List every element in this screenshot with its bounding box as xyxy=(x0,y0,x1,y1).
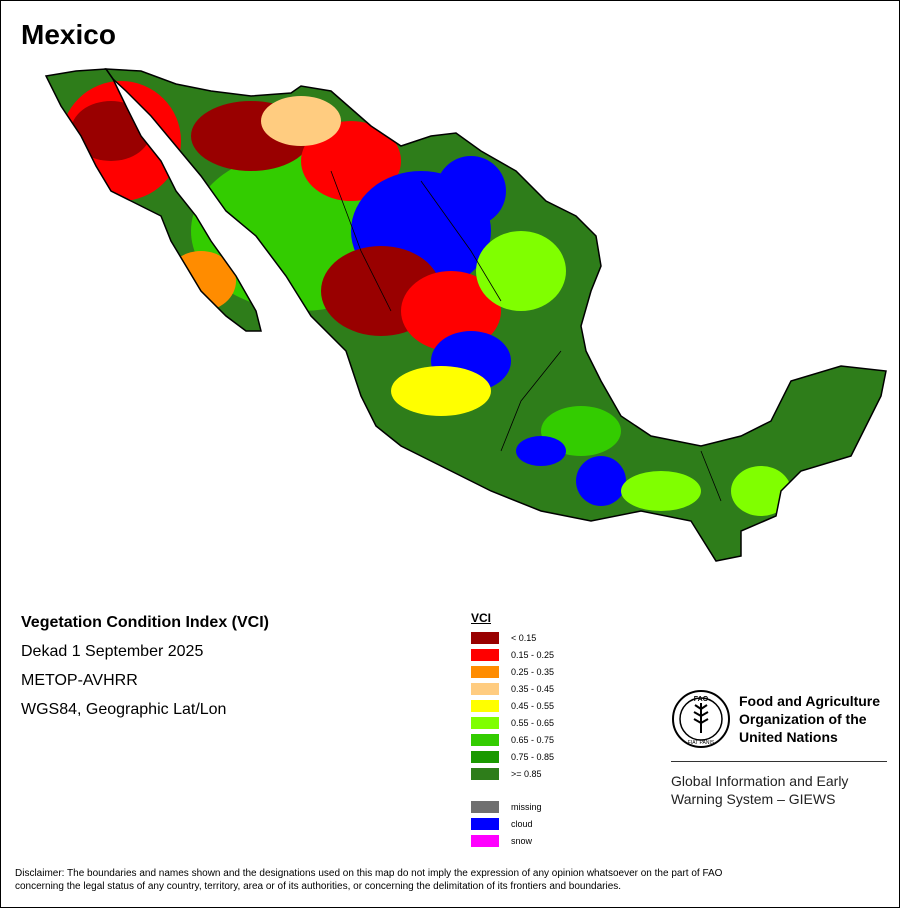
legend-item: 0.75 - 0.85 xyxy=(471,748,611,765)
legend-label: >= 0.85 xyxy=(511,768,542,779)
sensor-label: METOP-AVHRR xyxy=(21,672,138,689)
vci-legend: VCI < 0.15 0.15 - 0.25 0.25 - 0.35 0.35 - 0… xyxy=(471,611,611,849)
legend-label: snow xyxy=(511,835,533,846)
legend-label: 0.15 - 0.25 xyxy=(511,649,555,660)
legend-swatch xyxy=(471,631,499,644)
fao-logo-letters: FAO xyxy=(694,696,709,703)
legend-label: < 0.15 xyxy=(511,632,537,643)
legend-label: cloud xyxy=(511,818,533,829)
legend-item: >= 0.85 xyxy=(471,765,611,782)
legend-label: 0.45 - 0.55 xyxy=(511,700,555,711)
map-title: Mexico xyxy=(21,19,116,50)
legend-item: cloud xyxy=(471,815,611,832)
legend-swatch xyxy=(471,767,499,780)
legend-label: 0.55 - 0.65 xyxy=(511,717,555,728)
fao-logo-icon: FAO FIAT PANIS xyxy=(672,690,730,748)
legend-item: 0.45 - 0.55 xyxy=(471,697,611,714)
legend-label: missing xyxy=(511,801,542,812)
legend-swatch xyxy=(471,800,499,813)
legend-swatch xyxy=(471,699,499,712)
legend-item: missing xyxy=(471,798,611,815)
legend-swatch xyxy=(471,817,499,830)
legend-swatch xyxy=(471,733,499,746)
legend-swatch xyxy=(471,682,499,695)
giews-name: Global Information and Early Warning Sys… xyxy=(671,773,849,807)
legend-title: VCI xyxy=(471,611,492,625)
legend-swatch xyxy=(471,834,499,847)
legend-label: 0.65 - 0.75 xyxy=(511,734,555,745)
legend-swatch xyxy=(471,750,499,763)
index-name: Vegetation Condition Index (VCI) xyxy=(21,614,269,631)
fao-logo-motto: FIAT PANIS xyxy=(688,740,715,746)
disclaimer: Disclaimer: The boundaries and names sho… xyxy=(15,868,723,892)
legend-item: 0.55 - 0.65 xyxy=(471,714,611,731)
fao-divider xyxy=(671,761,887,762)
legend-item: snow xyxy=(471,832,611,849)
legend-swatch xyxy=(471,648,499,661)
vci-map xyxy=(45,68,887,562)
legend-item: 0.15 - 0.25 xyxy=(471,646,611,663)
fao-block: FAO FIAT PANIS Food and Agriculture Orga… xyxy=(671,687,891,808)
legend-classes: < 0.15 0.15 - 0.25 0.25 - 0.35 0.35 - 0.45 0… xyxy=(471,629,611,782)
legend-special: missing cloud snow xyxy=(471,798,611,849)
legend-label: 0.75 - 0.85 xyxy=(511,751,555,762)
period-label: Dekad 1 September 2025 xyxy=(21,643,204,660)
fao-name: Food and Agriculture Organization of the… xyxy=(739,693,881,745)
legend-label: 0.25 - 0.35 xyxy=(511,666,555,677)
legend-swatch xyxy=(471,665,499,678)
legend-label: 0.35 - 0.45 xyxy=(511,683,555,694)
map-info: Vegetation Condition Index (VCI) Dekad 1… xyxy=(21,614,269,730)
legend-item: 0.35 - 0.45 xyxy=(471,680,611,697)
legend-item: 0.25 - 0.35 xyxy=(471,663,611,680)
legend-item: 0.65 - 0.75 xyxy=(471,731,611,748)
legend-swatch xyxy=(471,716,499,729)
projection-label: WGS84, Geographic Lat/Lon xyxy=(21,701,227,718)
legend-item: < 0.15 xyxy=(471,629,611,646)
